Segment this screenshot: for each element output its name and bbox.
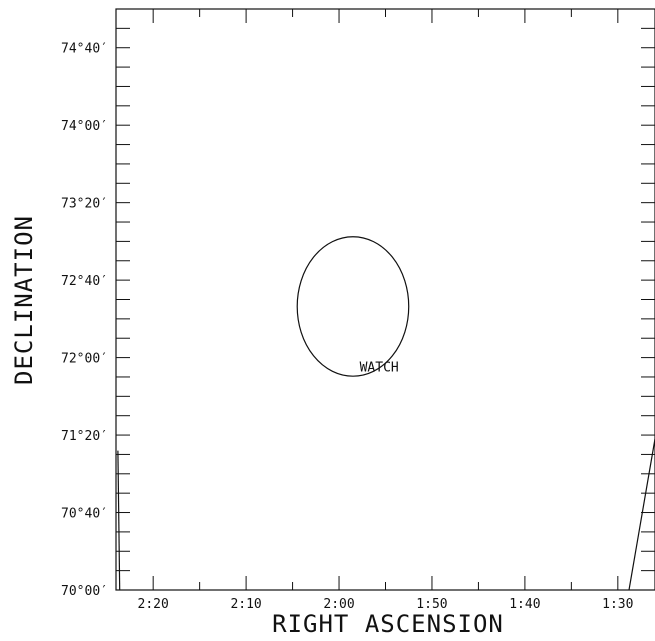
y-axis-ticks — [116, 27, 655, 591]
x-axis-tick-labels: 2:20 2:10 2:00 1:50 1:40 1:30 — [138, 597, 634, 612]
boundary-line — [628, 438, 655, 591]
x-axis-title: RIGHT ASCENSION — [272, 610, 504, 638]
field-circle — [296, 236, 410, 377]
y-axis-tick-labels: 70°00′ 70°40′ 71°20′ 72°00′ 72°40′ 73°20′ 74°0… — [61, 42, 108, 599]
y-tick-label: 72°40′ — [61, 274, 108, 289]
x-tick-label: 1:30 — [602, 597, 633, 612]
x-tick-label: 1:50 — [416, 597, 447, 612]
x-axis-ticks — [152, 9, 619, 590]
y-tick-label: 71°20′ — [61, 429, 108, 444]
plot-marks: WATCH — [117, 236, 655, 591]
y-tick-label: 74°00′ — [61, 119, 108, 134]
x-tick-label: 2:00 — [323, 597, 354, 612]
y-tick-label: 70°00′ — [61, 584, 108, 599]
y-axis-title: DECLINATION — [10, 215, 38, 385]
y-tick-label: 73°20′ — [61, 197, 108, 212]
y-tick-label: 74°40′ — [61, 42, 108, 57]
x-tick-label: 2:10 — [230, 597, 261, 612]
annotation-label: WATCH — [360, 361, 399, 376]
boundary-line — [117, 450, 121, 591]
x-tick-label: 2:20 — [138, 597, 169, 612]
plot-frame — [115, 8, 655, 591]
x-tick-label: 1:40 — [509, 597, 540, 612]
y-tick-label: 72°00′ — [61, 352, 108, 367]
y-tick-label: 70°40′ — [61, 507, 108, 522]
